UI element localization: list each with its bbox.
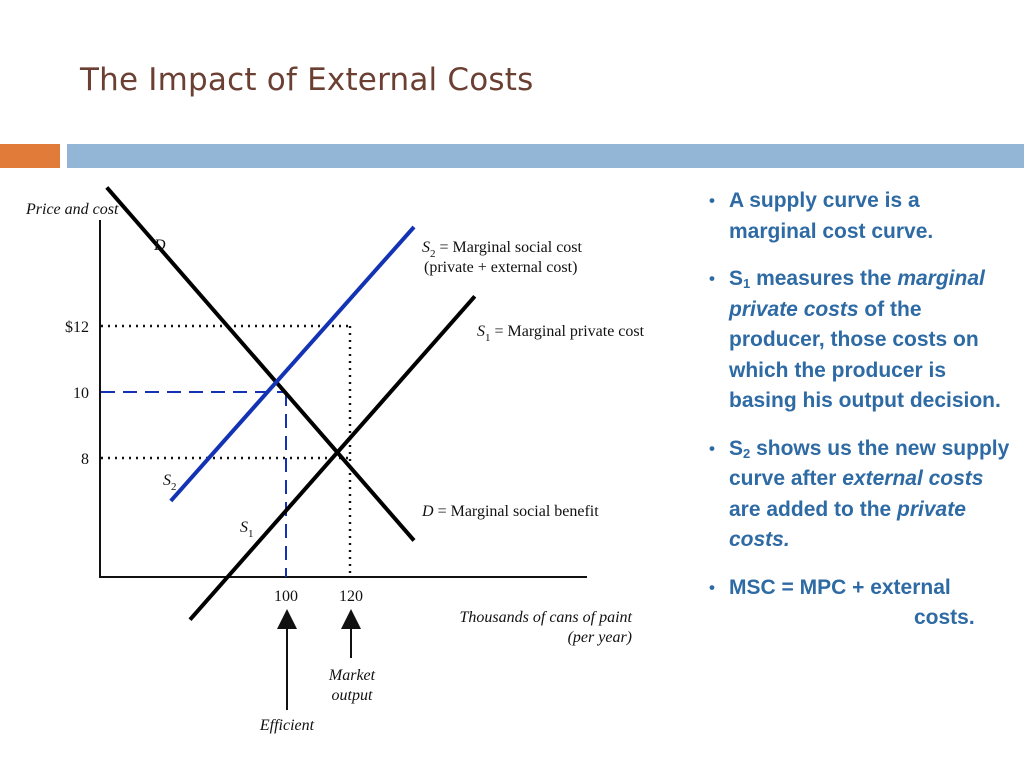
x-tick-120: 120	[339, 588, 363, 605]
bullet-dot-icon: •	[709, 269, 715, 288]
supply-curve-s2	[169, 225, 416, 503]
label-s1-left: S1	[240, 519, 254, 540]
bullet-item: • S1 measures the marginal private costs…	[708, 264, 1012, 417]
y-tick-12: $12	[65, 319, 89, 336]
label-s2-left: S2	[163, 472, 177, 493]
label-s2-top-line2: (private + external cost)	[424, 259, 577, 276]
x-axis-label-line1: Thousands of cans of paint	[460, 609, 633, 626]
blue-header-bar	[67, 144, 1024, 168]
label-s2-top: S2 = Marginal social cost	[422, 239, 583, 260]
chart: Price and cost $12 10 8 100 120 Thousand…	[25, 186, 645, 734]
bullet-item: • A supply curve is a marginal cost curv…	[708, 186, 1012, 247]
bullet-item: • MSC = MPC + external costs.	[708, 573, 1012, 634]
label-d-bottom: D = Marginal social benefit	[421, 503, 599, 520]
annotation-market-line2: output	[332, 687, 373, 704]
bullet-dot-icon: •	[709, 577, 715, 597]
demand-curve-d	[105, 186, 416, 542]
bullet-list: • A supply curve is a marginal cost curv…	[708, 186, 1012, 651]
x-axis-label-line2: (per year)	[568, 629, 632, 646]
label-s1-right: S1 = Marginal private cost	[477, 323, 645, 344]
bullet-item: • S2 shows us the new supply curve after…	[708, 434, 1012, 556]
bullet-dot-icon: •	[709, 438, 715, 458]
slide-title: The Impact of External Costs	[80, 62, 534, 98]
y-tick-10: 10	[73, 385, 89, 402]
y-axis-label: Price and cost	[25, 201, 119, 218]
orange-accent-bar	[0, 144, 60, 168]
annotation-efficient: Efficient	[259, 717, 315, 734]
label-d-top: D	[153, 237, 166, 254]
y-tick-8: 8	[81, 451, 89, 468]
bullet-dot-icon: •	[709, 191, 715, 210]
x-tick-100: 100	[274, 588, 298, 605]
annotation-market-line1: Market	[328, 667, 376, 684]
supply-curve-s1	[188, 294, 477, 622]
